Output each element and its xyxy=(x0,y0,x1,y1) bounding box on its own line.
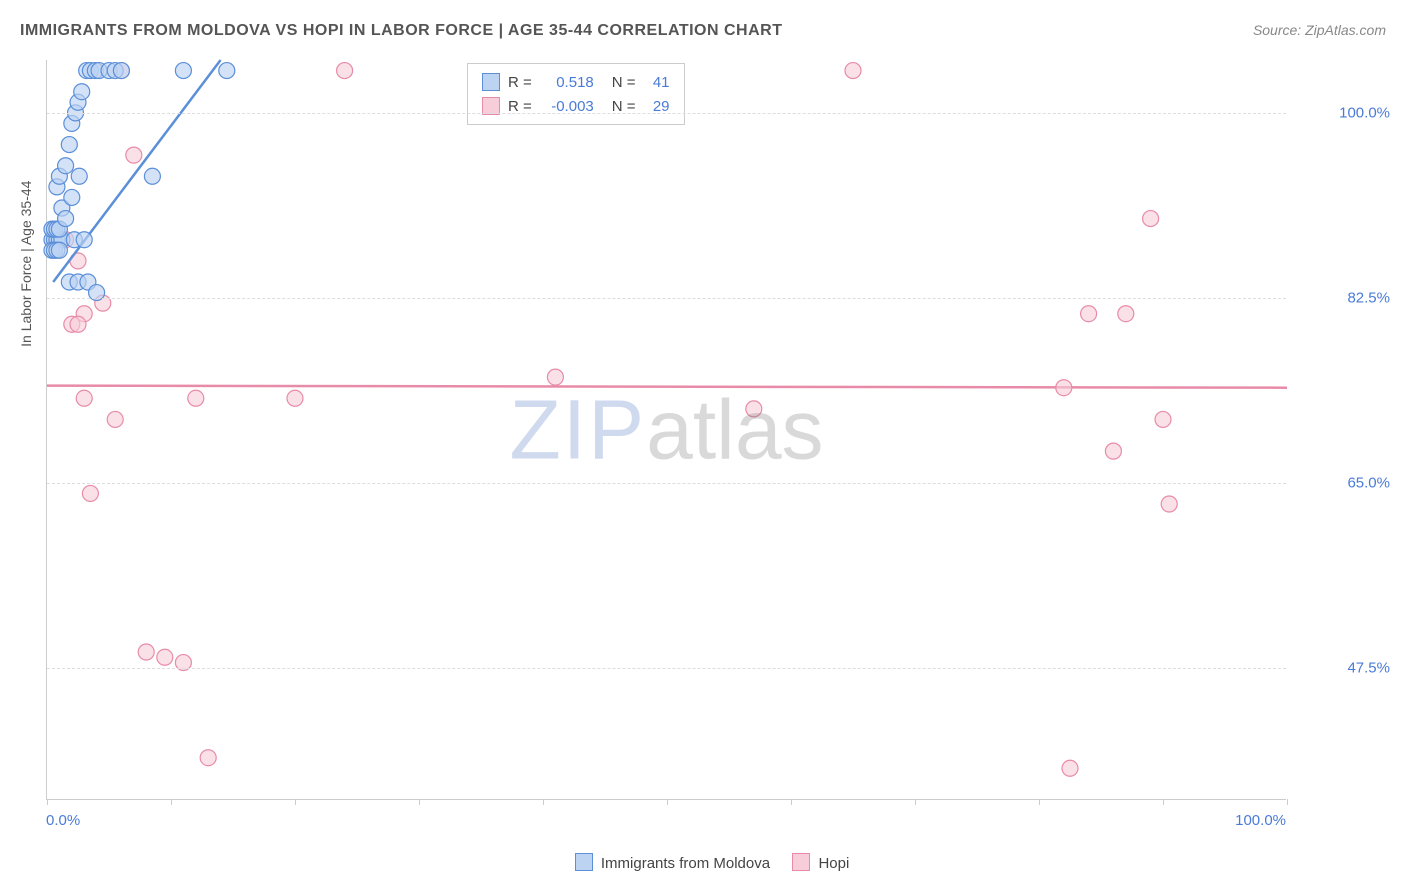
y-tick-label: 47.5% xyxy=(1347,659,1390,676)
bottom-legend: Immigrants from Moldova Hopi xyxy=(0,853,1406,872)
n-value-1: 41 xyxy=(644,74,670,91)
data-point xyxy=(845,63,861,79)
grid-line xyxy=(47,113,1286,114)
data-point xyxy=(1118,306,1134,322)
y-tick-label: 82.5% xyxy=(1347,289,1390,306)
grid-line xyxy=(47,298,1286,299)
plot-area: ZIPatlas R = 0.518 N = 41 R = -0.003 N =… xyxy=(46,60,1286,800)
data-point xyxy=(1155,411,1171,427)
data-point xyxy=(200,750,216,766)
data-point xyxy=(51,242,67,258)
data-point xyxy=(1105,443,1121,459)
grid-line xyxy=(47,668,1286,669)
data-point xyxy=(74,84,90,100)
data-point xyxy=(1161,496,1177,512)
bottom-legend-label-2: Hopi xyxy=(818,855,849,872)
stats-legend-row-1: R = 0.518 N = 41 xyxy=(482,70,670,94)
chart-container: IMMIGRANTS FROM MOLDOVA VS HOPI IN LABOR… xyxy=(0,0,1406,892)
bottom-swatch-1 xyxy=(575,853,593,871)
stats-legend-row-2: R = -0.003 N = 29 xyxy=(482,94,670,118)
x-tick xyxy=(915,799,916,805)
trend-line xyxy=(47,386,1287,388)
x-tick xyxy=(543,799,544,805)
data-point xyxy=(287,390,303,406)
data-point xyxy=(1062,760,1078,776)
x-tick xyxy=(1039,799,1040,805)
y-axis-title: In Labor Force | Age 35-44 xyxy=(18,181,34,347)
chart-title: IMMIGRANTS FROM MOLDOVA VS HOPI IN LABOR… xyxy=(20,22,783,40)
source-attribution: Source: ZipAtlas.com xyxy=(1253,22,1386,38)
data-point xyxy=(61,137,77,153)
data-point xyxy=(175,63,191,79)
y-tick-label: 100.0% xyxy=(1339,104,1390,121)
data-point xyxy=(188,390,204,406)
data-point xyxy=(70,316,86,332)
data-point xyxy=(138,644,154,660)
x-tick xyxy=(791,799,792,805)
data-point xyxy=(219,63,235,79)
x-tick xyxy=(171,799,172,805)
grid-line xyxy=(47,483,1286,484)
x-max-label: 100.0% xyxy=(1235,812,1286,829)
data-point xyxy=(76,232,92,248)
x-min-label: 0.0% xyxy=(46,812,80,829)
data-point xyxy=(1143,211,1159,227)
data-point xyxy=(64,189,80,205)
data-point xyxy=(113,63,129,79)
x-tick xyxy=(667,799,668,805)
data-point xyxy=(58,211,74,227)
data-point xyxy=(144,168,160,184)
data-point xyxy=(1081,306,1097,322)
n-label: N = xyxy=(612,74,636,91)
x-tick xyxy=(1163,799,1164,805)
data-point xyxy=(107,411,123,427)
data-point xyxy=(157,649,173,665)
data-point xyxy=(58,158,74,174)
data-point xyxy=(76,390,92,406)
data-point xyxy=(82,485,98,501)
r-value-1: 0.518 xyxy=(540,74,594,91)
bottom-legend-label-1: Immigrants from Moldova xyxy=(601,855,770,872)
swatch-series-1 xyxy=(482,73,500,91)
data-point xyxy=(1056,380,1072,396)
x-tick xyxy=(47,799,48,805)
stats-legend-box: R = 0.518 N = 41 R = -0.003 N = 29 xyxy=(467,63,685,125)
scatter-plot-svg xyxy=(47,60,1286,799)
data-point xyxy=(746,401,762,417)
r-label: R = xyxy=(508,74,532,91)
x-tick xyxy=(419,799,420,805)
bottom-swatch-2 xyxy=(792,853,810,871)
y-tick-label: 65.0% xyxy=(1347,474,1390,491)
x-tick xyxy=(1287,799,1288,805)
data-point xyxy=(337,63,353,79)
data-point xyxy=(126,147,142,163)
data-point xyxy=(71,168,87,184)
x-tick xyxy=(295,799,296,805)
data-point xyxy=(547,369,563,385)
